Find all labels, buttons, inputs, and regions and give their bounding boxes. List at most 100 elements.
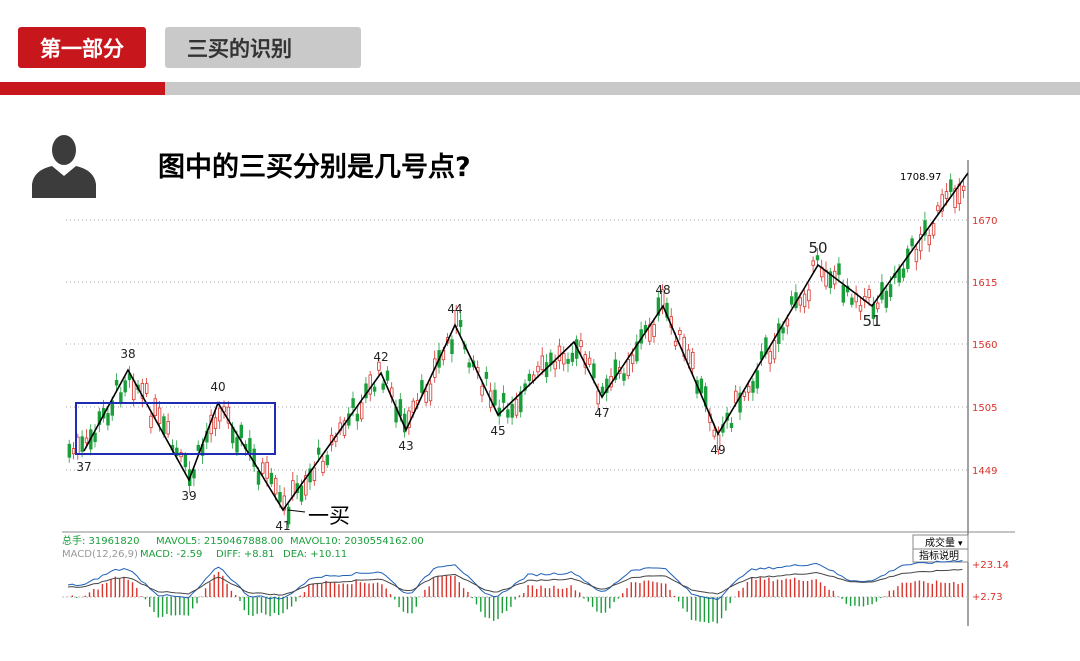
candle xyxy=(278,492,282,503)
candle xyxy=(919,234,923,252)
candle xyxy=(480,385,484,396)
candle xyxy=(385,370,390,381)
candle xyxy=(944,191,949,199)
candle xyxy=(751,381,755,393)
candle xyxy=(321,460,325,473)
candle xyxy=(123,380,127,393)
candle xyxy=(144,383,149,394)
dea-value: DEA: +10.11 xyxy=(283,549,347,560)
candle xyxy=(325,454,329,466)
candle xyxy=(256,470,261,485)
candle xyxy=(837,263,841,275)
candle xyxy=(798,297,802,306)
indicator-help-label: 指标说明 xyxy=(919,549,959,562)
candle xyxy=(914,248,919,263)
candle xyxy=(308,468,312,483)
candle xyxy=(501,392,506,403)
candle xyxy=(850,297,854,305)
candle xyxy=(781,327,785,334)
top-price-label: 1708.97 xyxy=(900,172,941,183)
candle xyxy=(450,339,454,355)
candle xyxy=(716,434,721,451)
candle xyxy=(359,402,364,420)
candle xyxy=(377,361,381,371)
candle xyxy=(235,437,239,453)
pivot-label: 38 xyxy=(120,347,135,361)
candle xyxy=(673,340,678,347)
pivot-label: 37 xyxy=(76,460,91,474)
candle xyxy=(772,340,777,360)
pivot-label: 43 xyxy=(398,439,413,453)
candle xyxy=(484,371,489,379)
price-tick-label: 1615 xyxy=(972,278,997,289)
candle xyxy=(562,353,566,365)
candle xyxy=(106,413,110,426)
candle xyxy=(884,290,888,308)
candle xyxy=(261,462,265,474)
pivot-label: 42 xyxy=(373,350,388,364)
macd-params: MACD(12,26,9) xyxy=(62,549,138,560)
candle xyxy=(811,260,815,266)
candle xyxy=(420,380,424,393)
candle xyxy=(867,289,871,298)
candle xyxy=(742,391,747,397)
candle xyxy=(962,185,966,191)
first-buy-label: 一买 xyxy=(308,504,350,528)
candle xyxy=(351,398,355,408)
candle xyxy=(536,365,540,373)
header-bar-accent xyxy=(0,82,165,95)
candle xyxy=(940,194,944,212)
candle xyxy=(678,330,682,336)
question-title: 图中的三买分别是几号点? xyxy=(158,152,471,183)
candle xyxy=(888,284,893,298)
candle xyxy=(80,436,84,452)
candle xyxy=(592,363,596,379)
candle xyxy=(381,383,385,390)
candle xyxy=(557,345,562,362)
candle xyxy=(901,268,906,278)
diff-line xyxy=(67,559,963,601)
candle xyxy=(540,355,544,370)
candle xyxy=(506,409,510,418)
candle xyxy=(355,413,360,422)
candle xyxy=(691,352,695,370)
candle xyxy=(738,392,742,413)
candle xyxy=(493,389,497,406)
candle xyxy=(84,437,89,444)
price-tick-label: 1505 xyxy=(972,403,997,414)
chevron-down-icon: ▾ xyxy=(958,539,963,549)
section-tab[interactable]: 第一部分 xyxy=(18,27,146,68)
candle xyxy=(790,296,794,305)
candle xyxy=(226,406,231,424)
candle xyxy=(755,370,759,389)
candle xyxy=(841,284,845,303)
candle xyxy=(519,391,523,413)
mavol10: MAVOL10: 2030554162.00 xyxy=(290,536,424,547)
consolidation-box xyxy=(75,402,276,455)
candle xyxy=(626,359,630,377)
price-tick-label: 1449 xyxy=(972,466,997,477)
pivot-label: 44 xyxy=(447,302,462,316)
candle xyxy=(372,386,377,392)
header-bar xyxy=(165,82,1080,95)
macd-value: MACD: -2.59 xyxy=(140,549,202,560)
candle xyxy=(265,461,269,479)
candle xyxy=(316,447,321,455)
topic-tab[interactable]: 三买的识别 xyxy=(165,27,361,68)
pivot-label: 45 xyxy=(490,424,505,438)
pivot-label: 47 xyxy=(594,406,609,420)
candle xyxy=(858,305,863,312)
candle xyxy=(93,432,97,443)
candle xyxy=(652,324,656,337)
candle xyxy=(71,448,76,455)
candle xyxy=(110,400,114,416)
candle xyxy=(699,378,704,394)
dea-line xyxy=(67,568,963,596)
mavol5: MAVOL5: 2150467888.00 xyxy=(156,536,283,547)
candle xyxy=(312,467,317,481)
candle xyxy=(119,392,123,403)
zigzag-line xyxy=(83,172,969,512)
candle xyxy=(587,357,592,365)
candle xyxy=(304,475,308,496)
